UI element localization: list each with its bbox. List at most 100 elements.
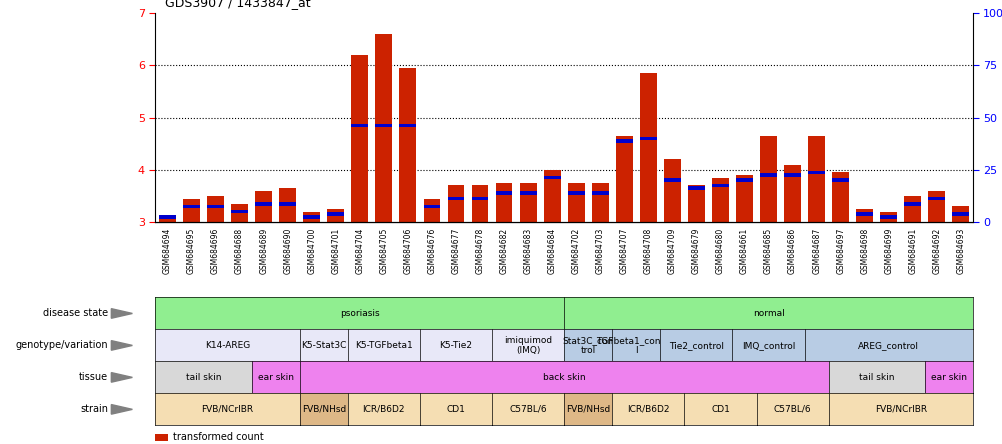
Bar <box>639 137 656 140</box>
Bar <box>155 434 167 440</box>
Text: ear skin: ear skin <box>930 373 966 382</box>
Bar <box>735 175 753 222</box>
Text: FVB/NHsd: FVB/NHsd <box>565 405 610 414</box>
Bar <box>327 209 344 222</box>
Text: C57BL/6: C57BL/6 <box>509 405 546 414</box>
Bar <box>687 186 704 190</box>
Text: normal: normal <box>752 309 784 318</box>
Text: GSM684679: GSM684679 <box>691 228 700 274</box>
Text: K5-Tie2: K5-Tie2 <box>439 341 472 350</box>
Bar <box>711 178 728 222</box>
Text: back skin: back skin <box>542 373 585 382</box>
Bar <box>375 34 392 222</box>
Text: GSM684695: GSM684695 <box>186 228 195 274</box>
Text: GSM684682: GSM684682 <box>499 228 508 274</box>
Bar <box>519 191 536 195</box>
Text: psoriasis: psoriasis <box>340 309 380 318</box>
Text: ICR/B6D2: ICR/B6D2 <box>626 405 669 414</box>
Text: TGFbeta1_control
l: TGFbeta1_control l <box>596 336 675 355</box>
Bar <box>423 205 440 208</box>
Bar <box>567 191 584 195</box>
Text: GSM684697: GSM684697 <box>836 228 845 274</box>
Bar <box>784 173 801 177</box>
Bar <box>519 183 536 222</box>
Bar <box>639 73 656 222</box>
Text: disease state: disease state <box>43 309 108 318</box>
Bar <box>159 217 175 222</box>
Text: GSM684687: GSM684687 <box>812 228 821 274</box>
Text: GSM684700: GSM684700 <box>307 228 316 274</box>
Text: GSM684696: GSM684696 <box>210 228 219 274</box>
Bar <box>327 212 344 216</box>
Text: GDS3907 / 1433847_at: GDS3907 / 1433847_at <box>165 0 311 9</box>
Text: FVB/NCrIBR: FVB/NCrIBR <box>201 405 254 414</box>
Text: GSM684690: GSM684690 <box>283 228 292 274</box>
Bar <box>495 183 512 222</box>
Text: GSM684677: GSM684677 <box>451 228 460 274</box>
Bar <box>808 136 825 222</box>
Bar <box>904 202 920 206</box>
Text: FVB/NCrIBR: FVB/NCrIBR <box>874 405 926 414</box>
Bar <box>255 191 272 222</box>
Bar <box>231 204 247 222</box>
Bar <box>471 186 488 222</box>
Bar <box>760 173 777 177</box>
Bar <box>856 209 873 222</box>
Polygon shape <box>111 309 132 318</box>
Text: GSM684693: GSM684693 <box>956 228 965 274</box>
Text: GSM684699: GSM684699 <box>884 228 893 274</box>
Bar <box>399 68 416 222</box>
Bar <box>711 184 728 187</box>
Bar <box>159 215 175 218</box>
Bar <box>183 198 199 222</box>
Text: GSM684684: GSM684684 <box>547 228 556 274</box>
Bar <box>207 205 223 208</box>
Text: GSM684688: GSM684688 <box>234 228 243 274</box>
Bar <box>375 124 392 127</box>
Bar <box>471 197 488 200</box>
Text: GSM684703: GSM684703 <box>595 228 604 274</box>
Bar <box>832 172 849 222</box>
Text: genotype/variation: genotype/variation <box>16 341 108 350</box>
Text: tail skin: tail skin <box>858 373 894 382</box>
Bar <box>856 212 873 216</box>
Bar <box>928 197 944 200</box>
Text: GSM684694: GSM684694 <box>162 228 171 274</box>
Text: IMQ_control: IMQ_control <box>741 341 795 350</box>
Text: K5-TGFbeta1: K5-TGFbeta1 <box>355 341 413 350</box>
Text: GSM684689: GSM684689 <box>259 228 268 274</box>
Text: GSM684691: GSM684691 <box>908 228 917 274</box>
Bar <box>183 205 199 208</box>
Bar <box>303 215 320 218</box>
Text: GSM684704: GSM684704 <box>355 228 364 274</box>
Bar <box>447 186 464 222</box>
Bar <box>880 215 896 218</box>
Text: GSM684678: GSM684678 <box>475 228 484 274</box>
Bar <box>880 212 896 222</box>
Bar <box>279 202 296 206</box>
Text: tissue: tissue <box>79 373 108 382</box>
Bar <box>543 170 560 222</box>
Text: GSM684701: GSM684701 <box>331 228 340 274</box>
Bar <box>279 188 296 222</box>
Text: Tie2_control: Tie2_control <box>668 341 723 350</box>
Text: GSM684661: GSM684661 <box>739 228 748 274</box>
Text: transformed count: transformed count <box>173 432 264 442</box>
Text: imiquimod
(IMQ): imiquimod (IMQ) <box>504 336 552 355</box>
Bar <box>447 197 464 200</box>
Text: GSM684692: GSM684692 <box>932 228 941 274</box>
Bar <box>663 178 680 182</box>
Bar <box>760 136 777 222</box>
Bar <box>663 159 680 222</box>
Bar <box>735 178 753 182</box>
Bar <box>904 196 920 222</box>
Bar <box>687 186 704 222</box>
Bar <box>784 165 801 222</box>
Polygon shape <box>111 341 132 350</box>
Bar <box>591 183 608 222</box>
Bar <box>231 210 247 214</box>
Text: GSM684707: GSM684707 <box>619 228 628 274</box>
Text: strain: strain <box>80 404 108 414</box>
Polygon shape <box>111 373 132 382</box>
Text: GSM684709: GSM684709 <box>667 228 676 274</box>
